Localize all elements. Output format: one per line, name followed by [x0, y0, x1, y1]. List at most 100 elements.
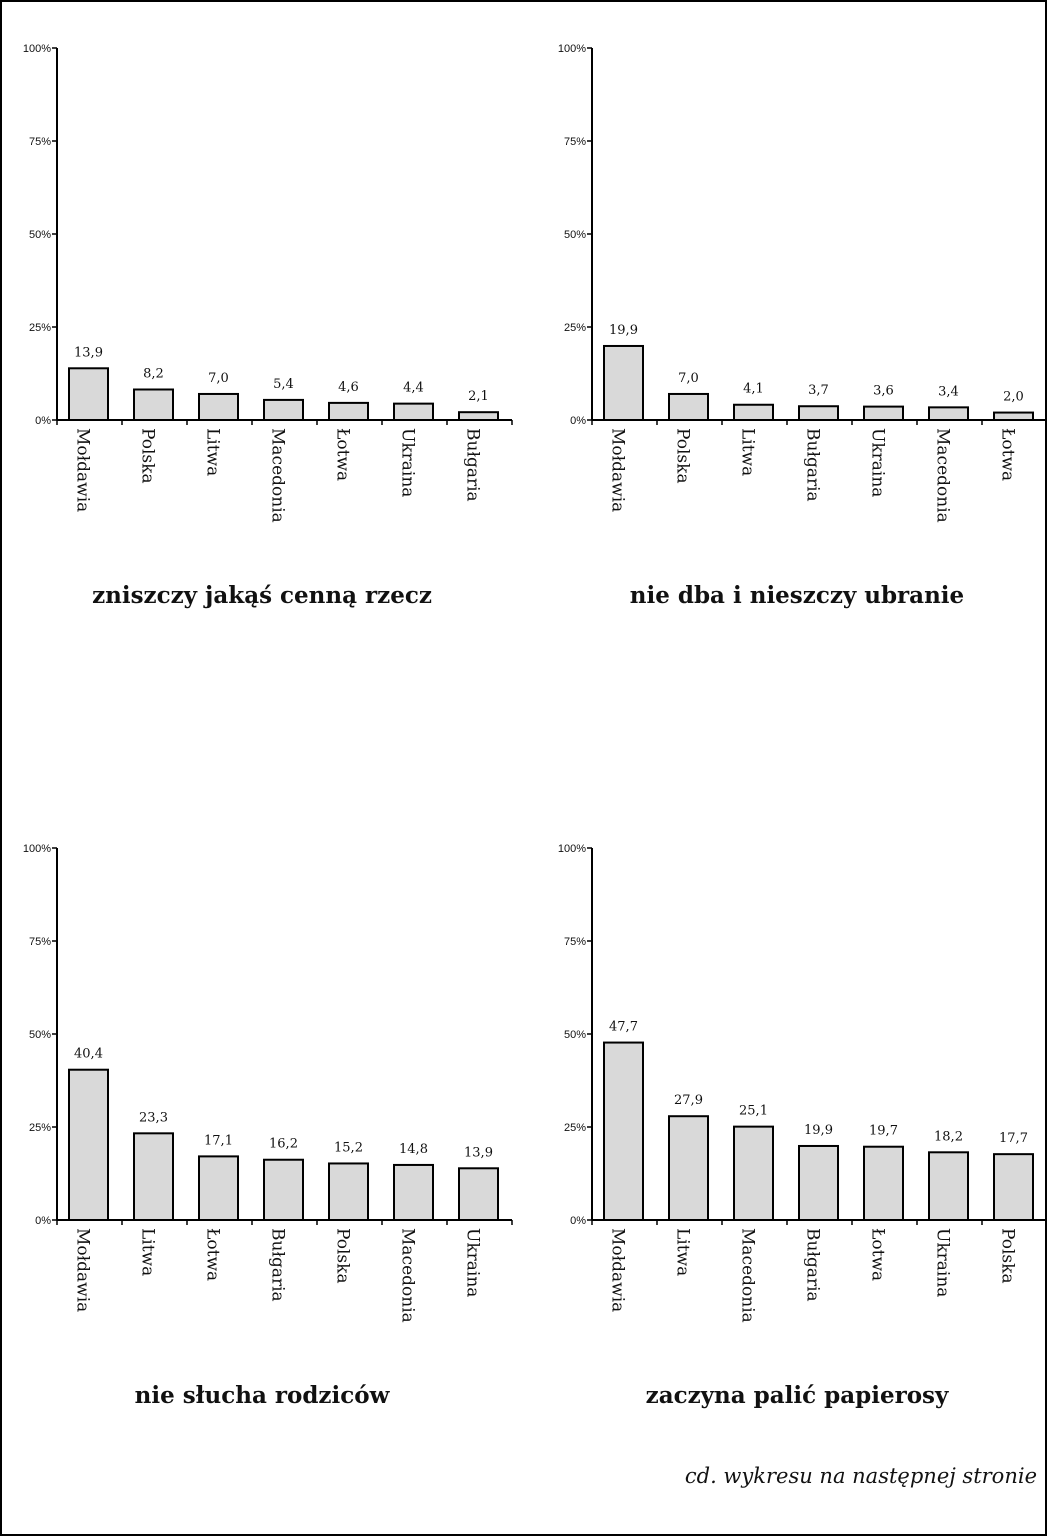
- data-label: 19,9: [804, 1123, 833, 1138]
- category-label: Macedonia: [738, 1228, 758, 1323]
- y-tick-label: 0%: [35, 1215, 51, 1227]
- data-label: 2,0: [1003, 390, 1024, 405]
- y-tick-label: 25%: [564, 322, 586, 334]
- y-tick-label: 25%: [564, 1122, 586, 1134]
- bar: [328, 401, 369, 421]
- category-label: Macedonia: [933, 428, 953, 523]
- category-label: Mołdawia: [73, 428, 93, 512]
- category-label: Macedonia: [398, 1228, 418, 1323]
- bar: [198, 392, 239, 421]
- data-label: 18,2: [934, 1129, 963, 1144]
- bar: [458, 411, 499, 421]
- y-tick-label: 25%: [29, 322, 51, 334]
- chart-title-1: nie dba i nieszczy ubranie: [629, 582, 965, 609]
- chart-title-2: nie słucha rodziców: [134, 1382, 390, 1409]
- chart-title-0: zniszczy jakąś cenną rzecz: [92, 582, 432, 609]
- data-label: 4,1: [743, 382, 764, 397]
- chart-title-3: zaczyna palić papierosy: [645, 1382, 949, 1409]
- y-tick-label: 50%: [29, 1029, 51, 1041]
- y-tick-label: 50%: [29, 229, 51, 241]
- data-label: 3,7: [808, 383, 829, 398]
- chart-zniszczy: 0% 25% 50% 75% 100% 13,9 Mołdawia 8,2 Polska 7,0 L…: [23, 43, 513, 523]
- bar: [603, 344, 644, 421]
- y-tick-label: 75%: [564, 936, 586, 948]
- data-label: 13,9: [74, 345, 103, 360]
- category-label: Polska: [998, 1228, 1018, 1284]
- category-label: Polska: [333, 1228, 353, 1284]
- y-tick-label: 75%: [564, 136, 586, 148]
- category-label: Polska: [138, 428, 158, 484]
- data-label: 27,9: [674, 1093, 703, 1108]
- bar: [928, 406, 969, 421]
- bar: [993, 1153, 1034, 1222]
- bar: [458, 1167, 499, 1221]
- category-label: Łotwa: [868, 1228, 888, 1281]
- y-tick-label: 0%: [35, 415, 51, 427]
- bar: [68, 367, 109, 421]
- data-label: 4,6: [338, 380, 359, 395]
- bar: [393, 1163, 434, 1221]
- chart-nie-slucha: 0% 25% 50% 75% 100% 40,4 Mołdawia 23,3 Litwa 17,1…: [23, 843, 513, 1323]
- bar: [263, 398, 304, 421]
- data-label: 7,0: [208, 371, 229, 386]
- category-label: Ukraina: [933, 1228, 953, 1297]
- data-label: 19,7: [869, 1124, 898, 1139]
- data-label: 3,4: [938, 384, 959, 399]
- y-tick-label: 0%: [570, 415, 586, 427]
- y-tick-label: 100%: [558, 843, 586, 855]
- bar: [798, 405, 839, 421]
- category-label: Łotwa: [998, 428, 1018, 481]
- category-label: Macedonia: [268, 428, 288, 523]
- data-label: 5,4: [273, 377, 294, 392]
- category-label: Łotwa: [203, 1228, 223, 1281]
- bar: [993, 411, 1034, 421]
- data-label: 4,4: [403, 381, 424, 396]
- data-label: 2,1: [468, 389, 489, 404]
- data-label: 19,9: [609, 323, 638, 338]
- category-label: Litwa: [138, 1228, 158, 1276]
- data-label: 15,2: [334, 1140, 363, 1155]
- chart-nie-dba: 0% 25% 50% 75% 100% 19,9 Mołdawia 7,0 Polska 4,1 L…: [558, 43, 1047, 523]
- data-label: 13,9: [464, 1145, 493, 1160]
- bar: [68, 1068, 109, 1221]
- data-label: 14,8: [399, 1142, 428, 1157]
- data-label: 17,1: [204, 1133, 233, 1148]
- y-tick-label: 100%: [558, 43, 586, 55]
- bar: [603, 1041, 644, 1221]
- y-tick-label: 25%: [29, 1122, 51, 1134]
- category-label: Mołdawia: [608, 428, 628, 512]
- category-label: Ukraina: [463, 1228, 483, 1297]
- category-label: Łotwa: [333, 428, 353, 481]
- y-tick-label: 75%: [29, 136, 51, 148]
- category-label: Mołdawia: [73, 1228, 93, 1312]
- bar: [733, 403, 774, 421]
- data-label: 17,7: [999, 1131, 1028, 1146]
- category-label: Bułgaria: [803, 1228, 823, 1302]
- bar: [328, 1162, 369, 1221]
- data-label: 3,6: [873, 384, 894, 399]
- category-label: Litwa: [203, 428, 223, 476]
- y-tick-label: 50%: [564, 1029, 586, 1041]
- bar: [133, 1132, 174, 1222]
- category-label: Ukraina: [868, 428, 888, 497]
- category-label: Mołdawia: [608, 1228, 628, 1312]
- footnote: cd. wykresu na następnej stronie: [684, 1464, 1037, 1488]
- data-label: 8,2: [143, 366, 164, 381]
- data-label: 7,0: [678, 371, 699, 386]
- category-label: Bułgaria: [463, 428, 483, 502]
- category-label: Bułgaria: [268, 1228, 288, 1302]
- bar: [863, 405, 904, 422]
- bar: [733, 1125, 774, 1221]
- chart-zaczyna-palic: 0% 25% 50% 75% 100% 47,7 Mołdawia 27,9 Litwa 25,1…: [558, 843, 1047, 1323]
- data-label: 23,3: [139, 1110, 168, 1125]
- data-label: 16,2: [269, 1137, 298, 1152]
- y-tick-label: 100%: [23, 843, 51, 855]
- bar: [798, 1144, 839, 1221]
- y-tick-label: 75%: [29, 936, 51, 948]
- bar: [928, 1151, 969, 1221]
- bar: [668, 392, 709, 421]
- bar: [263, 1158, 304, 1221]
- category-label: Bułgaria: [803, 428, 823, 502]
- category-label: Litwa: [738, 428, 758, 476]
